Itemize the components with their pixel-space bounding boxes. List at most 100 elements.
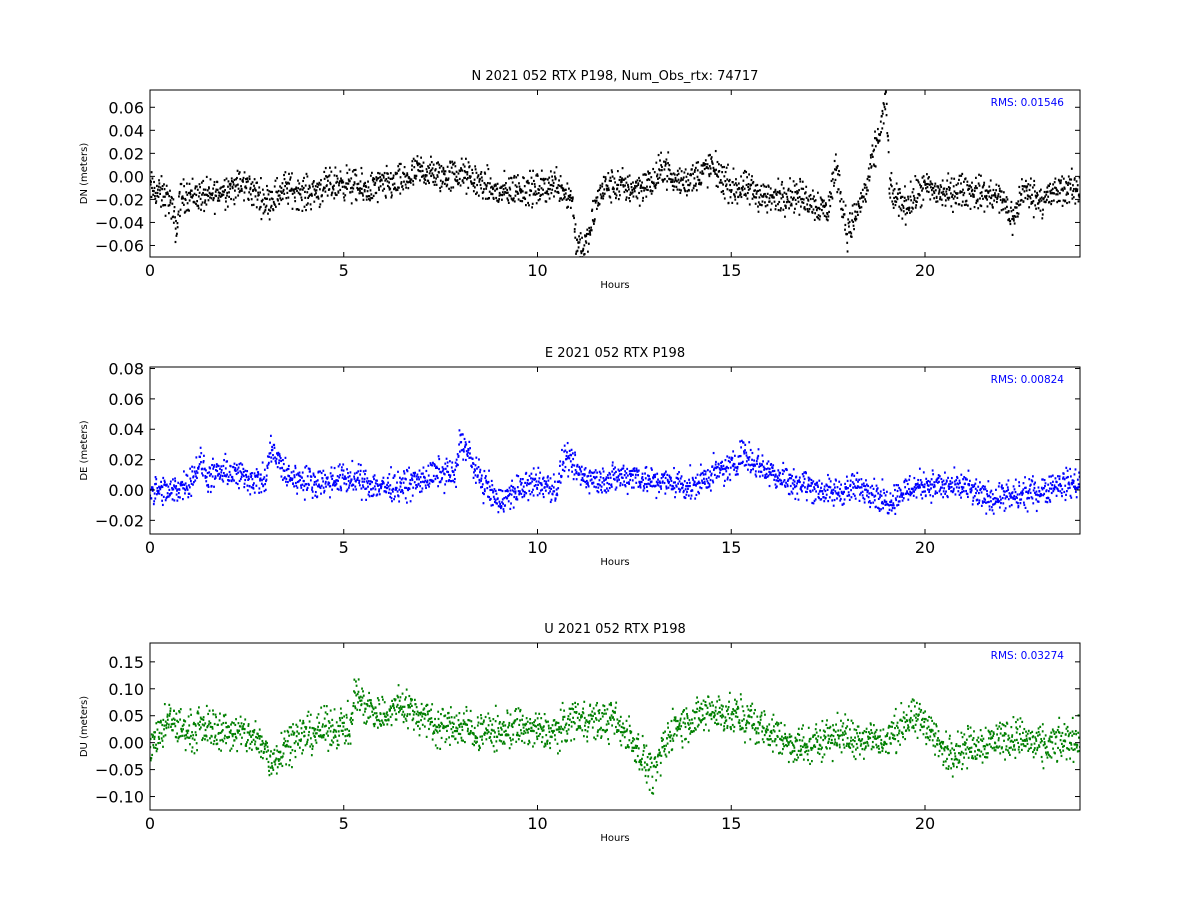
data-point: [394, 486, 397, 489]
data-point: [352, 187, 355, 190]
data-point: [973, 494, 976, 498]
data-point: [619, 482, 622, 485]
data-point: [917, 478, 920, 482]
data-point: [1062, 189, 1064, 192]
data-point: [445, 457, 448, 460]
data-point: [987, 191, 990, 194]
data-point: [248, 191, 251, 194]
data-point: [533, 484, 536, 488]
data-point: [405, 478, 407, 481]
data-point: [416, 155, 419, 158]
data-point: [417, 476, 420, 479]
data-point: [749, 448, 752, 452]
data-point: [700, 472, 703, 475]
data-point: [465, 443, 468, 446]
data-point: [504, 489, 507, 493]
data-point: [535, 174, 538, 177]
data-point: [592, 220, 595, 223]
data-point: [822, 495, 825, 499]
data-point: [315, 189, 318, 192]
data-point: [163, 183, 165, 186]
data-point: [1011, 215, 1014, 218]
data-point: [745, 451, 748, 454]
data-point: [1025, 189, 1028, 192]
data-point: [693, 480, 696, 484]
data-point: [339, 473, 342, 477]
data-point: [522, 176, 525, 180]
data-point: [993, 503, 996, 506]
data-point: [626, 474, 629, 477]
data-point: [190, 479, 192, 483]
data-point: [487, 495, 489, 498]
data-point: [256, 198, 259, 201]
data-point: [850, 496, 853, 499]
data-point: [272, 457, 275, 460]
data-point: [640, 477, 643, 480]
data-point: [521, 478, 524, 481]
data-point: [670, 180, 672, 184]
data-point: [641, 199, 644, 202]
data-point: [672, 485, 675, 488]
data-point: [1006, 198, 1009, 201]
data-point: [175, 712, 178, 715]
data-point: [336, 475, 339, 478]
data-point: [920, 483, 923, 486]
data-point: [1048, 475, 1051, 478]
data-point: [597, 204, 599, 207]
data-point: [913, 197, 916, 200]
data-point: [189, 467, 192, 470]
data-point: [555, 166, 558, 169]
data-point: [563, 450, 566, 453]
data-point: [261, 200, 263, 203]
data-point: [726, 178, 729, 181]
data-point: [396, 172, 399, 175]
data-point: [601, 491, 603, 494]
data-point: [1007, 498, 1010, 501]
data-point: [684, 496, 687, 500]
data-point: [274, 456, 276, 459]
data-point: [891, 506, 894, 510]
data-point: [816, 215, 819, 219]
data-point: [308, 467, 311, 471]
data-point: [405, 186, 408, 189]
data-point: [1028, 206, 1031, 209]
data-point: [845, 475, 848, 478]
data-point: [300, 484, 302, 487]
data-point: [478, 481, 481, 484]
data-point: [158, 492, 161, 495]
data-point: [651, 468, 653, 471]
data-point: [743, 187, 746, 190]
data-point: [379, 185, 382, 188]
data-point: [1069, 188, 1072, 191]
data-point: [761, 463, 763, 467]
data-point: [182, 723, 185, 726]
data-point: [900, 195, 903, 198]
data-point: [1042, 478, 1044, 481]
data-point: [315, 196, 318, 199]
data-point: [224, 189, 226, 192]
data-point: [468, 440, 471, 443]
data-point: [329, 166, 331, 169]
data-point: [525, 471, 528, 475]
data-point: [360, 187, 363, 190]
data-point: [276, 191, 279, 194]
data-point: [235, 184, 238, 187]
data-point: [164, 204, 167, 207]
data-point: [286, 187, 288, 190]
data-point: [613, 472, 616, 475]
data-point: [449, 160, 452, 163]
data-point: [385, 491, 388, 494]
data-point: [534, 484, 537, 487]
data-point: [1000, 501, 1002, 505]
data-point: [390, 191, 393, 194]
data-point: [226, 205, 229, 208]
data-point: [489, 177, 492, 180]
data-point: [1036, 191, 1038, 195]
data-point: [842, 216, 845, 219]
data-point: [256, 181, 259, 184]
data-point: [169, 707, 172, 710]
data-point: [870, 491, 873, 495]
data-point: [1016, 202, 1019, 205]
data-point: [410, 473, 413, 476]
data-point: [680, 170, 683, 173]
